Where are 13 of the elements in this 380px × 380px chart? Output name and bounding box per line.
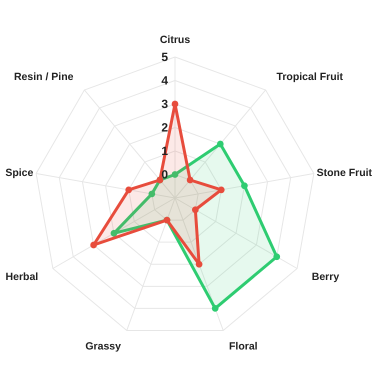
spoke-label: Stone Fruit (316, 167, 373, 180)
y-tick-label: 2 (161, 120, 168, 134)
spoke-label: Grassy (85, 340, 122, 352)
spoke-label: Herbal (6, 270, 38, 283)
y-tick-label: 4 (161, 74, 168, 88)
spoke-label: Resin / Pine (14, 71, 74, 84)
spoke-label: Berry (312, 270, 340, 283)
spoke-label: Floral (229, 340, 258, 352)
spoke-label: Spice (5, 167, 34, 180)
y-tick-label: 3 (161, 97, 168, 111)
spoke-label: Tropical Fruit (276, 71, 344, 84)
spoke-label: Citrus (160, 34, 190, 46)
y-tick-label: 5 (161, 50, 168, 64)
